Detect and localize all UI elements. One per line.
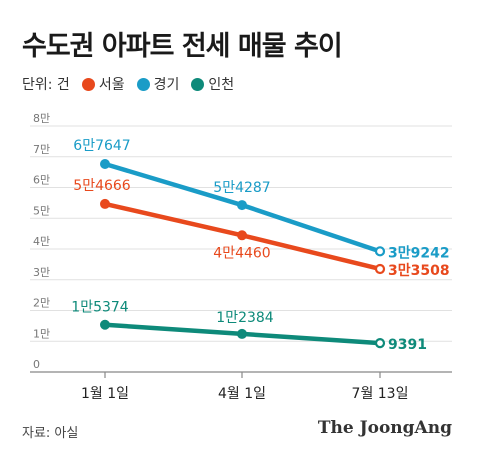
data-label-인천: 9391	[388, 337, 427, 353]
data-label-서울: 5만4666	[73, 178, 131, 194]
legend: 단위: 건 서울 경기 인천	[22, 74, 246, 94]
data-point-인천	[374, 338, 386, 349]
data-label-경기: 6만7647	[73, 138, 130, 154]
data-label-경기: 5만4287	[213, 180, 270, 196]
data-point-경기	[374, 246, 386, 257]
data-label-인천: 1만5374	[71, 300, 129, 316]
data-label-경기: 3만9242	[388, 245, 450, 261]
line-chart: 0 1만 2만 3만 4만 5만 6만 7만 8만 1월 1일 4월 1일 7월 13일 6만7647 5…	[30, 112, 452, 402]
legend-swatch-seoul	[81, 77, 95, 91]
legend-item-gyeonggi: 경기	[136, 74, 180, 94]
data-label-서울: 3만3508	[388, 263, 450, 279]
legend-swatch-gyeonggi	[136, 77, 150, 91]
x-tick-label: 7월 13일	[352, 386, 409, 402]
data-point-서울	[374, 263, 386, 275]
data-point-인천	[237, 328, 247, 339]
data-point-인천	[100, 319, 110, 330]
legend-label-seoul: 서울	[98, 77, 125, 93]
legend-label-incheon: 인천	[208, 77, 235, 93]
y-tick-label: 0	[33, 358, 40, 371]
data-label-인천: 1만2384	[216, 310, 274, 326]
legend-swatch-incheon	[191, 77, 205, 91]
unit-label: 단위: 건	[22, 77, 70, 93]
data-label-서울: 4만4460	[213, 245, 270, 261]
y-tick-label: 1만	[33, 327, 50, 340]
legend-label-gyeonggi: 경기	[153, 77, 180, 93]
y-tick-label: 3만	[33, 266, 50, 279]
x-tick-label: 4월 1일	[218, 386, 266, 402]
data-point-서울	[237, 230, 247, 241]
data-point-서울	[100, 198, 110, 209]
y-tick-label: 8만	[33, 112, 50, 125]
y-tick-label: 2만	[33, 297, 50, 310]
data-point-경기	[237, 200, 247, 211]
chart-title: 수도권 아파트 전세 매물 추이	[22, 31, 343, 62]
legend-item-seoul: 서울	[81, 74, 125, 94]
x-tick-label: 1월 1일	[81, 386, 129, 402]
brand-logo: The JoongAng	[317, 418, 452, 438]
source-note: 자료: 아실	[22, 426, 79, 441]
data-point-경기	[100, 158, 110, 169]
y-tick-label: 6만	[33, 174, 50, 187]
y-tick-label: 7만	[33, 143, 50, 156]
y-tick-label: 4만	[33, 235, 50, 248]
legend-item-incheon: 인천	[191, 74, 234, 94]
y-tick-label: 5만	[33, 204, 50, 217]
